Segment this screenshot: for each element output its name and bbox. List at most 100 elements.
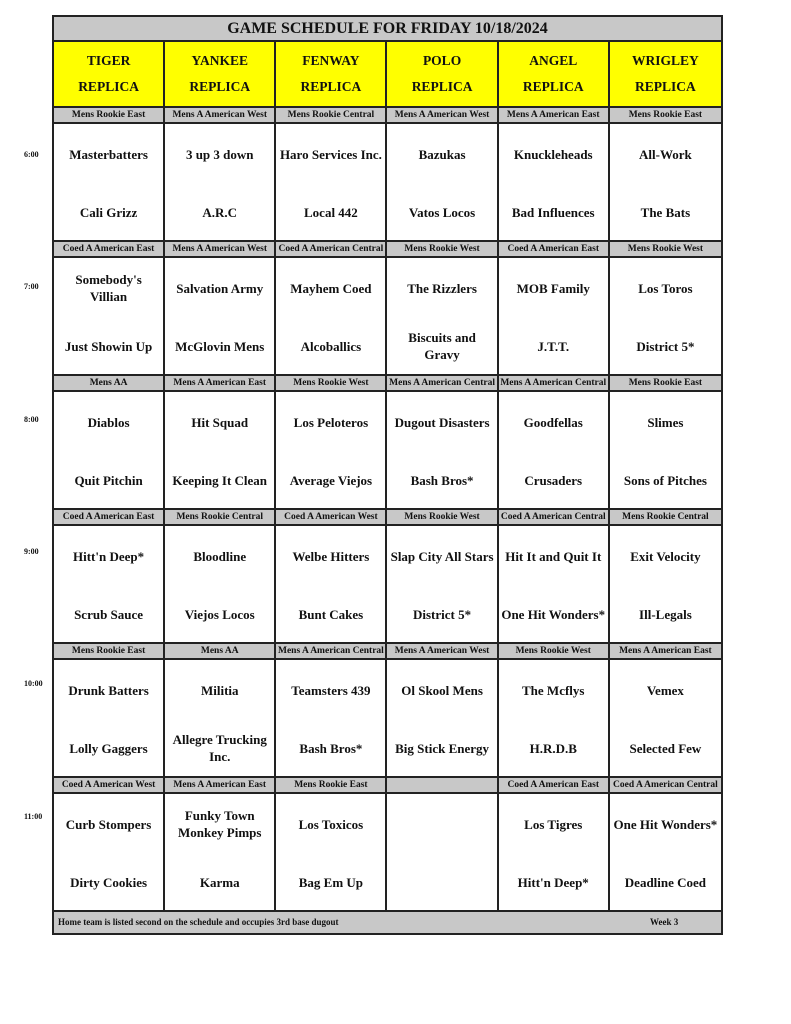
away-team: All-Work bbox=[639, 146, 692, 162]
game-cell: Militia Allegre Trucking Inc. bbox=[165, 660, 277, 778]
home-team: Local 442 bbox=[304, 204, 358, 220]
game-cell: Curb Stompers Dirty Cookies bbox=[54, 794, 166, 912]
game-cell: Slimes Sons of Pitches bbox=[609, 392, 721, 510]
away-team: Welbe Hitters bbox=[292, 548, 370, 564]
game-cell: One Hit Wonders* Deadline Coed bbox=[609, 794, 721, 912]
game-cell: Masterbatters Cali Grizz bbox=[54, 124, 166, 242]
home-team: Vatos Locos bbox=[408, 204, 476, 220]
field-name: POLO bbox=[422, 53, 462, 68]
home-team: District 5* bbox=[636, 338, 695, 354]
home-team: Big Stick Energy bbox=[395, 740, 490, 756]
division-label: Mens A American Central bbox=[387, 376, 499, 392]
away-team: Diablos bbox=[87, 414, 130, 430]
division-label: Mens Rookie East bbox=[609, 376, 721, 392]
away-team: Haro Services Inc. bbox=[279, 146, 382, 162]
games-row: Somebody's Villian Just Showin Up Salvatio… bbox=[54, 258, 721, 376]
division-label: Coed A American West bbox=[54, 778, 166, 794]
home-team: Keeping It Clean bbox=[172, 472, 268, 488]
home-team: Alcoballics bbox=[300, 338, 362, 354]
field-name: TIGER bbox=[86, 53, 131, 68]
division-label: Mens A American East bbox=[498, 108, 610, 124]
time-label: 10:00 bbox=[24, 679, 43, 689]
footer: Home team is listed second on the schedu… bbox=[54, 912, 721, 933]
away-team: Hit Squad bbox=[191, 414, 249, 430]
time-label: 6:00 bbox=[24, 150, 39, 159]
division-label: Mens AA bbox=[165, 644, 277, 660]
field-name: FENWAY bbox=[302, 53, 360, 68]
home-team: Bash Bros* bbox=[410, 472, 474, 488]
game-cell bbox=[387, 794, 499, 912]
game-cell: Hitt'n Deep* Scrub Sauce bbox=[54, 526, 166, 644]
game-cell: 3 up 3 down A.R.C bbox=[165, 124, 277, 242]
time-label: 7:00 bbox=[24, 282, 39, 292]
away-team: Vemex bbox=[646, 682, 684, 698]
game-cell: The Mcflys H.R.D.B bbox=[498, 660, 610, 778]
away-team: Salvation Army bbox=[176, 280, 264, 296]
division-row: Coed A American East Mens A American West… bbox=[54, 242, 721, 258]
field-header: TIGER REPLICA bbox=[54, 42, 166, 108]
time-label: 11:00 bbox=[24, 811, 43, 821]
home-team: Scrub Sauce bbox=[74, 606, 144, 622]
home-team: Bash Bros* bbox=[299, 740, 363, 756]
division-label: Mens Rookie West bbox=[387, 510, 499, 526]
away-team: Hit It and Quit It bbox=[505, 548, 602, 564]
division-label: Mens Rookie West bbox=[276, 376, 388, 392]
home-team: Lolly Gaggers bbox=[69, 740, 148, 756]
game-cell: Hit Squad Keeping It Clean bbox=[165, 392, 277, 510]
field-header: POLO REPLICA bbox=[387, 42, 499, 108]
game-cell: Exit Velocity Ill-Legals bbox=[609, 526, 721, 644]
game-cell: Goodfellas Crusaders bbox=[498, 392, 610, 510]
game-cell: Salvation Army McGlovin Mens bbox=[165, 258, 277, 376]
away-team: Mayhem Coed bbox=[290, 280, 372, 296]
division-row: Mens AA Mens A American East Mens Rookie W… bbox=[54, 376, 721, 392]
games-row: Curb Stompers Dirty Cookies Funky Town Mon… bbox=[54, 794, 721, 912]
away-team: 3 up 3 down bbox=[185, 146, 254, 162]
away-team: Militia bbox=[200, 682, 239, 698]
home-team: Quit Pitchin bbox=[74, 472, 143, 488]
division-label: Coed A American East bbox=[54, 510, 166, 526]
away-team: Exit Velocity bbox=[630, 548, 701, 564]
game-cell: Vemex Selected Few bbox=[609, 660, 721, 778]
game-cell: The Rizzlers Biscuits and Gravy bbox=[387, 258, 499, 376]
game-cell: Hit It and Quit It One Hit Wonders* bbox=[498, 526, 610, 644]
home-team: Dirty Cookies bbox=[70, 874, 148, 890]
division-label: Mens Rookie Central bbox=[276, 108, 388, 124]
home-team: Hitt'n Deep* bbox=[517, 874, 589, 890]
game-cell: Knuckleheads Bad Influences bbox=[498, 124, 610, 242]
away-team: Los Peloteros bbox=[293, 414, 369, 430]
division-label: Mens Rookie Central bbox=[165, 510, 277, 526]
away-team: Los Toros bbox=[638, 280, 693, 296]
home-team: Ill-Legals bbox=[639, 606, 692, 622]
schedule-table: GAME SCHEDULE FOR FRIDAY 10/18/2024 TIGE… bbox=[52, 15, 723, 935]
time-label: 9:00 bbox=[24, 546, 39, 556]
game-cell: Dugout Disasters Bash Bros* bbox=[387, 392, 499, 510]
away-team: Knuckleheads bbox=[513, 146, 593, 162]
home-team: J.T.T. bbox=[537, 338, 570, 354]
field-name: WRIGLEY bbox=[632, 53, 699, 68]
home-team: Cali Grizz bbox=[79, 204, 138, 220]
footer-note: Home team is listed second on the schedu… bbox=[58, 917, 339, 927]
game-cell: Teamsters 439 Bash Bros* bbox=[276, 660, 388, 778]
away-team: Los Tigres bbox=[524, 816, 583, 832]
field-subtitle: REPLICA bbox=[78, 79, 139, 94]
game-cell: Somebody's Villian Just Showin Up bbox=[54, 258, 166, 376]
field-subtitle: REPLICA bbox=[635, 79, 696, 94]
game-cell: All-Work The Bats bbox=[609, 124, 721, 242]
division-label: Mens A American Central bbox=[276, 644, 388, 660]
away-team: Curb Stompers bbox=[65, 816, 152, 832]
home-team: Just Showin Up bbox=[64, 338, 153, 354]
game-cell: MOB Family J.T.T. bbox=[498, 258, 610, 376]
home-team: Selected Few bbox=[629, 740, 702, 756]
game-cell: Los Toros District 5* bbox=[609, 258, 721, 376]
away-team: Funky Town Monkey Pimps bbox=[178, 808, 262, 840]
away-team: Slimes bbox=[647, 414, 684, 430]
game-cell: Los Peloteros Average Viejos bbox=[276, 392, 388, 510]
home-team: Deadline Coed bbox=[624, 874, 707, 890]
field-header: YANKEE REPLICA bbox=[165, 42, 277, 108]
away-team: The Rizzlers bbox=[407, 280, 477, 296]
division-label: Mens A American Central bbox=[498, 376, 610, 392]
division-label: Mens A American West bbox=[165, 108, 277, 124]
home-team: One Hit Wonders* bbox=[501, 606, 606, 622]
division-label: Mens A American West bbox=[165, 242, 277, 258]
game-cell: Haro Services Inc. Local 442 bbox=[276, 124, 388, 242]
